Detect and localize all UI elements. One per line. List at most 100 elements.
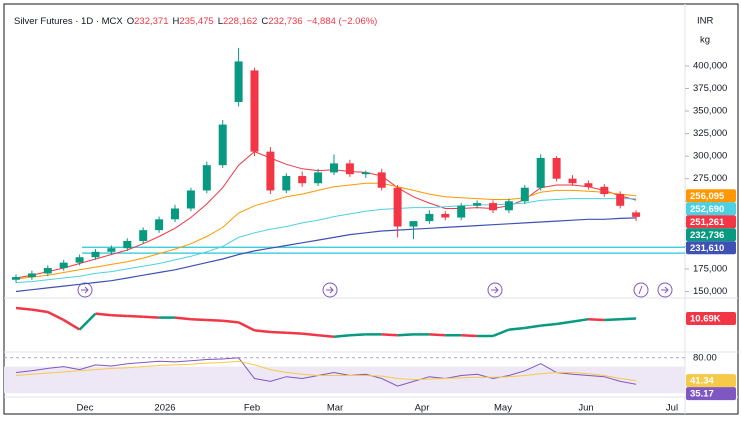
- candle-body: [75, 257, 84, 263]
- candle-body: [171, 208, 179, 220]
- price-label-box: [686, 311, 736, 325]
- oi-segment: [270, 330, 287, 335]
- candle-body: [155, 219, 164, 231]
- oi-segment: [47, 310, 65, 322]
- oi-segment: [190, 317, 207, 322]
- price-label-box: [686, 228, 736, 242]
- oi-segment: [572, 317, 589, 323]
- ohlc-prefix: O: [127, 16, 134, 27]
- price-label-box: [686, 374, 736, 388]
- oi-segment: [254, 329, 271, 334]
- x-tick-label: Apr: [415, 403, 430, 414]
- oi-segment: [524, 324, 541, 330]
- x-tick-label: Jun: [578, 403, 593, 414]
- ohlc-prefix: L: [218, 16, 223, 27]
- candle-body: [520, 187, 529, 202]
- price-label: 251,261: [690, 217, 725, 228]
- candle-body: [377, 172, 386, 188]
- x-tick-label: Feb: [244, 403, 260, 414]
- candle-body: [616, 194, 625, 206]
- oi-segment: [397, 333, 414, 337]
- oi-segment: [206, 318, 223, 323]
- ohlc-prefix: C: [261, 16, 268, 27]
- price-label: 256,095: [690, 191, 725, 202]
- y-tick-label: 350,000: [693, 106, 727, 117]
- candle-body: [632, 212, 641, 217]
- y-tick-label: 400,000: [693, 60, 727, 71]
- candle-body: [536, 157, 545, 188]
- oi-segment: [78, 312, 97, 331]
- ohlc-value: 228,162: [223, 16, 257, 27]
- candle-body: [457, 205, 466, 218]
- candle-body: [473, 203, 482, 206]
- candle-body: [282, 176, 291, 191]
- y-tick-label: 325,000: [693, 128, 727, 139]
- x-tick-label: May: [494, 403, 512, 414]
- candle-body: [234, 61, 243, 103]
- ohlc-prefix: H: [172, 16, 179, 27]
- price-label: 232,736: [690, 230, 724, 241]
- x-tick-label: Jul: [666, 403, 678, 414]
- frame: [3, 3, 739, 415]
- price-label: 252,690: [690, 204, 724, 215]
- currency: INR: [697, 16, 714, 27]
- price-label: 41.34: [690, 376, 714, 387]
- candle-body: [298, 176, 307, 184]
- candle-body: [91, 251, 100, 258]
- moving-average: [15, 151, 637, 279]
- candle-body: [12, 277, 20, 280]
- price-label: 10.69K: [690, 313, 721, 324]
- candle-body: [218, 124, 227, 166]
- candle-body: [552, 157, 561, 179]
- oi-segment: [604, 317, 621, 322]
- ohlc-value: 235,475: [179, 16, 213, 27]
- oi-segment: [333, 333, 351, 339]
- oi-segment: [174, 316, 192, 321]
- x-tick-label: 2026: [154, 403, 175, 414]
- oi-segment: [588, 317, 605, 322]
- oi-segment: [302, 332, 319, 337]
- oi-segment: [620, 317, 637, 321]
- oi-segment: [63, 318, 81, 331]
- candle-body: [59, 262, 68, 269]
- oi-segment: [15, 306, 33, 311]
- oi-segment: [222, 319, 239, 324]
- ohlc-value: 232,736: [268, 16, 302, 27]
- x-tick-label: Mar: [327, 403, 343, 414]
- oi-segment: [286, 331, 303, 335]
- price-label-box: [686, 387, 736, 401]
- price-label: 35.17: [690, 389, 714, 400]
- oi-segment: [492, 328, 510, 338]
- oi-segment: [508, 326, 525, 331]
- moving-average: [15, 198, 637, 283]
- moving-average: [15, 182, 637, 280]
- candle-body: [584, 183, 593, 187]
- rsi-line: [15, 357, 637, 387]
- x-tick-label: Dec: [77, 403, 94, 414]
- candle-body: [250, 70, 259, 152]
- candle-body: [202, 165, 211, 191]
- candle-body: [568, 178, 577, 184]
- oi-segment: [31, 308, 48, 314]
- candle-body: [107, 248, 116, 252]
- oi-segment: [381, 333, 398, 337]
- candle-body: [504, 201, 513, 211]
- price-label-box: [686, 241, 736, 255]
- symbol-title: Silver Futures · 1D · MCX: [14, 16, 123, 27]
- oi-segment: [95, 312, 112, 317]
- oi-segment: [540, 322, 557, 327]
- candle-body: [361, 172, 370, 175]
- oi-segment: [111, 313, 128, 318]
- candle-body: [345, 163, 354, 175]
- candle-body: [441, 213, 450, 218]
- candle-body: [330, 163, 338, 173]
- oi-segment: [349, 333, 366, 337]
- unit: kg: [700, 35, 710, 46]
- rsi-band: [4, 366, 685, 394]
- y-tick-label: 300,000: [693, 151, 727, 162]
- candle-body: [27, 273, 36, 278]
- oi-segment: [461, 333, 478, 338]
- y-tick-label: 80.00: [693, 352, 717, 363]
